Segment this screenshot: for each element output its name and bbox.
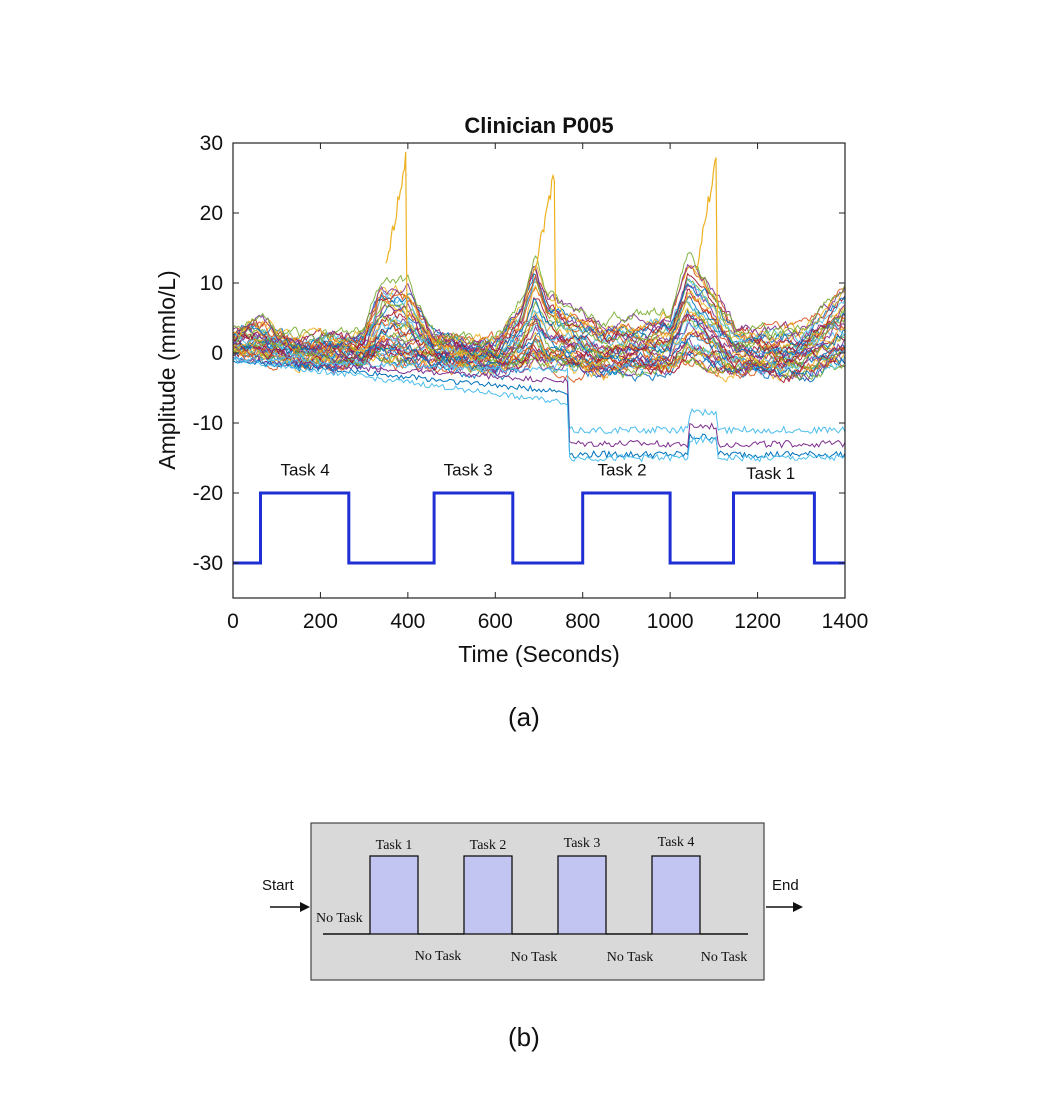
y-tick-label: 30 <box>200 132 223 155</box>
trace-line-low <box>232 356 846 463</box>
trace-peak <box>695 157 719 326</box>
task-block-1 <box>369 855 419 935</box>
start-label: Start <box>262 877 295 894</box>
y-tick-label: 10 <box>200 272 223 295</box>
trace-line-low <box>232 357 846 449</box>
y-tick-label: -10 <box>193 412 223 435</box>
task-label-1: Task 1 <box>376 838 413 853</box>
plot-background <box>233 143 845 598</box>
y-tick-label: 20 <box>200 202 223 225</box>
caption-b: (b) <box>508 1022 540 1052</box>
y-tick-label: -30 <box>193 552 223 575</box>
trace-peak <box>534 173 557 326</box>
task-block-2 <box>463 855 513 935</box>
task-label: Task 1 <box>746 464 795 483</box>
task-label-4: Task 4 <box>658 835 695 850</box>
caption-a: (a) <box>508 702 540 732</box>
x-tick-label: 400 <box>390 610 425 633</box>
trace-line <box>232 349 846 383</box>
task-label-3: Task 3 <box>564 836 601 851</box>
start-arrow-head <box>300 902 310 912</box>
x-axis-ticks: 0 200 400 600 800 1000 1200 1400 <box>227 143 868 633</box>
no-task-label-1: No Task <box>316 911 363 926</box>
chart-a: Task 4 Task 3 Task 2 Task 1 0 200 400 600 800 10… <box>154 113 868 667</box>
no-task-label-2: No Task <box>415 949 462 964</box>
no-task-label-4: No Task <box>607 950 654 965</box>
trace-line <box>232 307 846 367</box>
x-tick-label: 800 <box>565 610 600 633</box>
end-arrow-head <box>793 902 803 912</box>
no-task-label-3: No Task <box>511 950 558 965</box>
y-axis-label: Amplitude (mmlo/L) <box>154 270 180 469</box>
task-label: Task 4 <box>281 461 330 480</box>
task-label: Task 2 <box>597 461 646 480</box>
trace-line-low <box>232 356 846 435</box>
trace-line-low <box>232 359 846 460</box>
y-tick-label: 0 <box>211 342 223 365</box>
task-block-4 <box>651 855 701 935</box>
block-design-line <box>233 491 845 565</box>
block-design-layer <box>233 491 845 565</box>
x-tick-label: 0 <box>227 610 239 633</box>
y-axis-ticks: 30 20 10 0 -10 -20 -30 <box>193 132 845 575</box>
trace-peak <box>385 151 408 326</box>
x-tick-label: 200 <box>303 610 338 633</box>
x-tick-label: 600 <box>478 610 513 633</box>
trace-line <box>232 288 846 360</box>
trace-line <box>232 252 846 348</box>
end-label: End <box>772 877 799 894</box>
x-axis-label: Time (Seconds) <box>458 641 619 667</box>
trace-line <box>232 339 846 374</box>
plot-frame <box>232 142 846 599</box>
task-labels: Task 4 Task 3 Task 2 Task 1 <box>281 461 796 484</box>
trace-line <box>232 320 846 366</box>
block-design-diagram: Task 1 Task 2 Task 3 Task 4 No Task No T… <box>262 822 803 981</box>
task-block-3 <box>557 855 607 935</box>
trace-line <box>232 264 846 350</box>
signal-traces <box>232 151 846 463</box>
trace-line <box>232 284 846 361</box>
task-label: Task 3 <box>444 461 493 480</box>
trace-line <box>232 336 846 373</box>
y-tick-label: -20 <box>193 482 223 505</box>
no-task-label-5: No Task <box>701 950 748 965</box>
x-tick-label: 1200 <box>734 610 781 633</box>
x-tick-label: 1400 <box>822 610 869 633</box>
chart-title: Clinician P005 <box>464 113 613 138</box>
task-label-2: Task 2 <box>470 838 507 853</box>
trace-line <box>232 344 846 384</box>
x-tick-label: 1000 <box>647 610 694 633</box>
